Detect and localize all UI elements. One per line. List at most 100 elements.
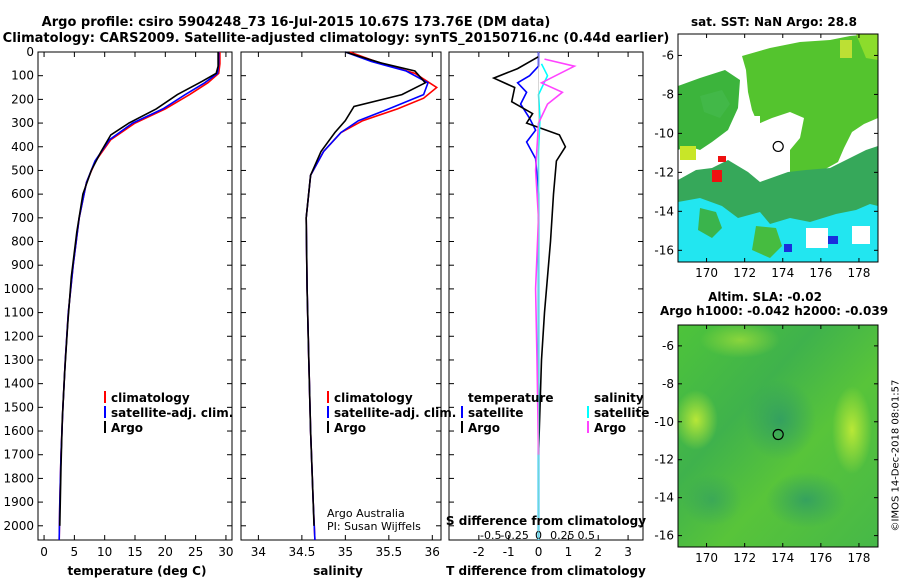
map-x-tick-label: 178 xyxy=(847,551,870,565)
sst-green-area xyxy=(700,90,730,118)
y-tick-label: 1200 xyxy=(3,329,34,343)
imos-credit: ©IMOS 14-Dec-2018 08:01:57 xyxy=(890,379,900,532)
map-y-tick-label: -8 xyxy=(662,87,674,101)
sst-yellow-patch xyxy=(840,40,852,58)
sst-red-patch xyxy=(718,156,726,162)
sst-white-patch xyxy=(852,226,870,244)
map-x-tick-label: 170 xyxy=(695,551,718,565)
x-tick-label: 0 xyxy=(535,545,543,559)
legend-label-t-argo: Argo xyxy=(468,421,500,435)
plot-frame xyxy=(37,51,233,541)
sla-map-title-line2: Argo h1000: -0.042 h2000: -0.039 xyxy=(660,304,888,318)
y-tick-label: 900 xyxy=(11,258,34,272)
s-tick-label: 0.25 xyxy=(550,529,575,542)
legend-label-satellite: satellite-adj. clim. xyxy=(111,406,233,420)
map-y-tick-label: -6 xyxy=(662,339,674,353)
map-x-tick-label: 176 xyxy=(809,266,832,280)
y-tick-label: 500 xyxy=(11,163,34,177)
legend-label-climatology: climatology xyxy=(111,391,190,405)
s-tick-label: -0.25 xyxy=(500,529,528,542)
sst-green-area xyxy=(752,226,782,258)
difference-legend: temperature satellite Argo salinity sate… xyxy=(461,391,649,435)
map-y-tick-label: -16 xyxy=(654,243,674,257)
salinity-legend: climatology satellite-adj. clim. Argo xyxy=(327,391,456,435)
sla-map-title-line1: Altim. SLA: -0.02 xyxy=(708,290,822,304)
sst-green-area xyxy=(742,34,878,176)
map-y-tick-label: -8 xyxy=(662,377,674,391)
annotation-line1: Argo Australia xyxy=(327,507,405,520)
argo-location-marker xyxy=(772,140,784,153)
sst-map xyxy=(678,34,878,262)
difference-xlabel: T difference from climatology xyxy=(446,564,646,578)
sst-map-axes: 170 172 174 176 178 -6 -8 -10 -12 -14 -16 xyxy=(654,33,879,280)
sst-white-patch xyxy=(806,228,828,248)
x-tick-label: 3 xyxy=(624,545,632,559)
x-tick-label: 25 xyxy=(188,545,203,559)
map-y-tick-label: -12 xyxy=(654,453,674,467)
annotation-line2: PI: Susan Wijffels xyxy=(327,520,421,533)
s-tick-label: -0.5 xyxy=(480,529,501,542)
y-tick-label: 200 xyxy=(11,92,34,106)
x-tick-label: -1 xyxy=(503,545,515,559)
y-tick-label: 1400 xyxy=(3,377,34,391)
sla-map xyxy=(674,322,878,547)
y-tick-label: 1900 xyxy=(3,495,34,509)
series-line-argo xyxy=(305,51,427,526)
y-tick-label: 100 xyxy=(11,69,34,83)
x-tick-label: 36 xyxy=(425,545,440,559)
map-y-tick-label: -12 xyxy=(654,165,674,179)
x-tick-label: 20 xyxy=(158,545,173,559)
sla-low-area xyxy=(682,474,742,526)
map-x-tick-label: 174 xyxy=(771,266,794,280)
series-line-argo xyxy=(59,52,219,526)
sla-low-area xyxy=(744,380,816,460)
sst-blue-patch xyxy=(784,244,792,252)
map-y-tick-label: -16 xyxy=(654,529,674,543)
figure-title-line1: Argo profile: csiro 5904248_73 16-Jul-20… xyxy=(42,15,551,30)
x-tick-label: 0 xyxy=(40,545,48,559)
sst-yellow-patch xyxy=(680,146,696,160)
sla-high-area xyxy=(700,322,780,358)
x-tick-label: 5 xyxy=(71,545,79,559)
x-tick-label: 10 xyxy=(97,545,112,559)
s-difference-label: S difference from climatology xyxy=(446,514,646,528)
y-tick-label: 0 xyxy=(26,45,34,59)
y-tick-label: 300 xyxy=(11,116,34,130)
x-tick-label: 35 xyxy=(338,545,353,559)
y-tick-label: 2000 xyxy=(3,519,34,533)
x-tick-label: -2 xyxy=(473,545,485,559)
legend-title-temperature: temperature xyxy=(468,391,553,405)
sst-white-patch xyxy=(744,116,760,130)
map-y-tick-label: -6 xyxy=(662,48,674,62)
x-tick-label: 1 xyxy=(565,545,573,559)
y-tick-label: 1100 xyxy=(3,306,34,320)
sst-green-area xyxy=(856,34,878,60)
map-frame xyxy=(677,33,879,263)
temperature-xlabel: temperature (deg C) xyxy=(68,564,207,578)
series-line-t-argo xyxy=(491,56,567,455)
y-tick-label: 1300 xyxy=(3,353,34,367)
sst-blue-patch xyxy=(828,236,838,244)
y-tick-label: 800 xyxy=(11,235,34,249)
x-tick-label: 2 xyxy=(594,545,602,559)
map-x-tick-label: 172 xyxy=(733,551,756,565)
legend-label-satellite: satellite-adj. clim. xyxy=(334,406,456,420)
y-tick-label: 1700 xyxy=(3,448,34,462)
map-y-tick-label: -14 xyxy=(654,204,674,218)
map-y-tick-label: -10 xyxy=(654,415,674,429)
y-tick-label: 600 xyxy=(11,187,34,201)
legend-label-t-satellite: satellite xyxy=(468,406,523,420)
map-y-tick-label: -10 xyxy=(654,126,674,140)
x-tick-label: 34 xyxy=(251,545,266,559)
y-tick-label: 1800 xyxy=(3,471,34,485)
sst-green-area xyxy=(698,208,722,238)
map-y-tick-label: -14 xyxy=(654,491,674,505)
map-x-tick-label: 176 xyxy=(809,551,832,565)
sla-high-area xyxy=(832,386,872,474)
temperature-legend: climatology satellite-adj. clim. Argo xyxy=(104,391,233,435)
x-tick-label: 35.5 xyxy=(375,545,402,559)
legend-label-argo: Argo xyxy=(111,421,143,435)
salinity-annotation: Argo Australia PI: Susan Wijffels xyxy=(327,507,421,533)
sst-red-patch xyxy=(712,170,722,182)
